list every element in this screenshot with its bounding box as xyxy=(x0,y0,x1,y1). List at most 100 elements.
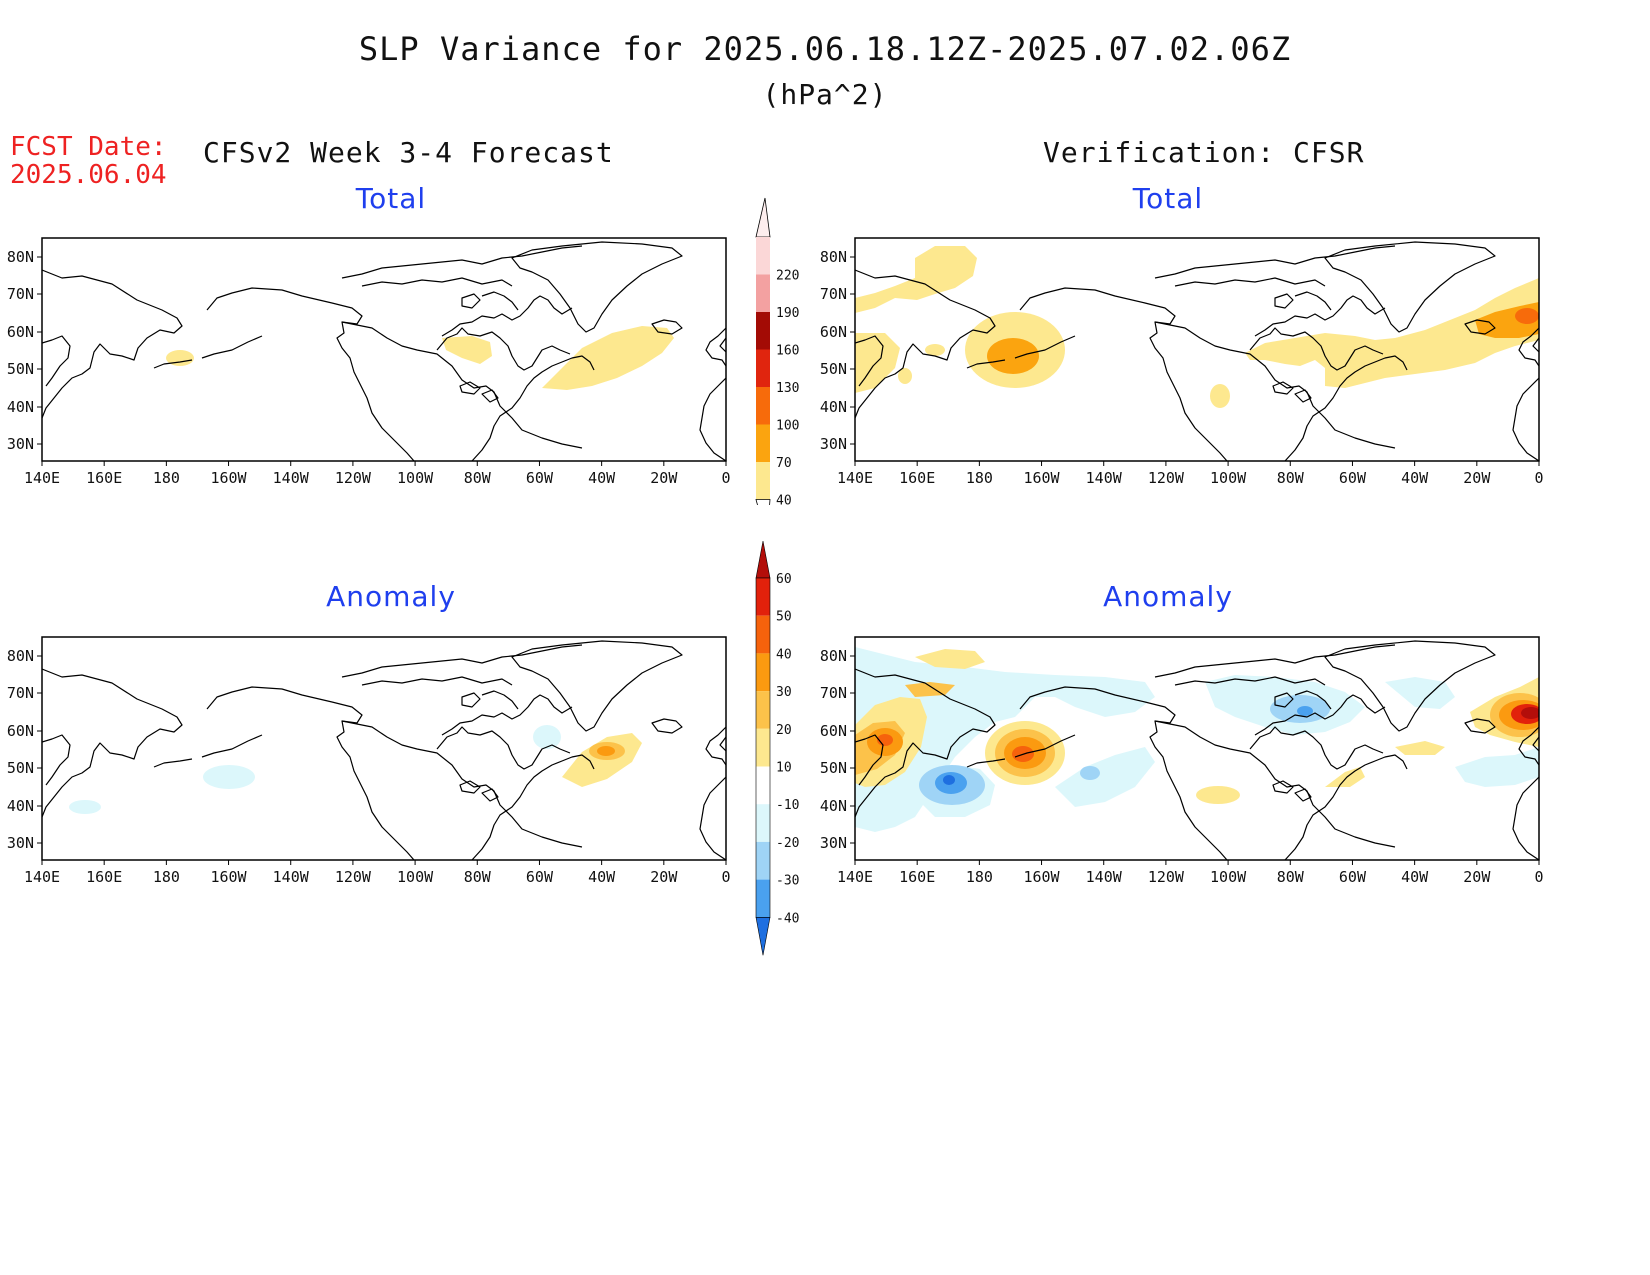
lat-tick-label: 50N xyxy=(6,360,34,378)
colorbar-bottom-arrow xyxy=(755,916,771,956)
colorbar-swatch xyxy=(756,237,770,275)
lat-tick-label: 50N xyxy=(819,360,847,378)
lon-tick-label: 140W xyxy=(272,868,309,886)
lon-tick-label: 160W xyxy=(210,469,247,487)
forecast-total-label: Total xyxy=(355,182,427,215)
lat-tick-label: 60N xyxy=(6,722,34,740)
lon-tick-label: 100W xyxy=(397,469,434,487)
lon-tick-label: 120W xyxy=(334,868,371,886)
lat-tick-label: 30N xyxy=(6,834,34,852)
colorbar-level-label: -30 xyxy=(776,874,799,889)
lon-tick-label: 160W xyxy=(1023,868,1060,886)
lon-tick-label: 20W xyxy=(650,868,678,886)
lon-tick-label: 20W xyxy=(1463,469,1491,487)
lon-tick-label: 0 xyxy=(721,469,731,487)
lon-tick-label: 180 xyxy=(152,469,180,487)
lat-tick-label: 40N xyxy=(819,398,847,416)
verification-total-frame xyxy=(854,237,1540,462)
lon-tick-label: 80W xyxy=(463,868,491,886)
lon-tick-label: 180 xyxy=(152,868,180,886)
colorbar-level-label: 220 xyxy=(776,269,799,284)
lon-tick-label: 140W xyxy=(1085,868,1122,886)
lat-tick-label: 80N xyxy=(819,647,847,665)
colorbar-swatch xyxy=(756,424,770,462)
lon-tick-label: 60W xyxy=(1338,868,1366,886)
lon-tick-label: 140E xyxy=(23,469,61,487)
lon-tick-label: 160W xyxy=(1023,469,1060,487)
forecast-anomaly-frame xyxy=(41,636,727,861)
lon-tick-label: 100W xyxy=(1210,469,1247,487)
fcst-date-value: 2025.06.04 xyxy=(10,160,167,190)
colorbar-level-label: 60 xyxy=(776,572,792,587)
lon-tick-label: 60W xyxy=(525,469,553,487)
colorbar-level-label: -20 xyxy=(776,836,799,851)
lat-tick-label: 80N xyxy=(6,248,34,266)
lon-tick-label: 0 xyxy=(1534,469,1544,487)
verification-anomaly-label: Anomaly xyxy=(1103,580,1233,613)
lon-tick-label: 20W xyxy=(650,469,678,487)
lon-tick-label: 100W xyxy=(397,868,434,886)
colorbar-swatch xyxy=(756,349,770,387)
colorbar-swatch xyxy=(756,615,770,654)
colorbar-level-label: 130 xyxy=(776,381,799,396)
colorbar-swatch xyxy=(756,653,770,692)
lat-tick-label: 70N xyxy=(819,285,847,303)
colorbar-swatch xyxy=(756,578,770,616)
lon-tick-label: 20W xyxy=(1463,868,1491,886)
colorbar-swatch xyxy=(756,312,770,350)
forecast-column-title: CFSv2 Week 3-4 Forecast xyxy=(203,136,614,169)
lat-tick-label: 30N xyxy=(819,834,847,852)
colorbar-level-label: 40 xyxy=(776,494,792,506)
colorbar-swatch xyxy=(756,274,770,312)
colorbar-level-label: 50 xyxy=(776,610,792,625)
lon-tick-label: 140W xyxy=(1085,469,1122,487)
lon-tick-label: 160E xyxy=(86,469,123,487)
lat-tick-label: 70N xyxy=(6,684,34,702)
verification-total-map xyxy=(855,241,1539,461)
colorbar-top-arrow xyxy=(755,540,771,579)
colorbar-top-arrow xyxy=(755,197,771,238)
lon-tick-label: 40W xyxy=(1401,868,1429,886)
colorbar-level-label: 40 xyxy=(776,647,792,662)
lon-tick-label: 0 xyxy=(721,868,731,886)
chart-title: SLP Variance for 2025.06.18.12Z-2025.07.… xyxy=(358,30,1292,68)
lat-tick-label: 30N xyxy=(6,435,34,453)
colorbar-level-label: -10 xyxy=(776,798,799,813)
lon-tick-label: 140E xyxy=(23,868,61,886)
colorbar-swatch xyxy=(756,728,770,767)
lat-tick-label: 60N xyxy=(819,323,847,341)
lon-tick-label: 140E xyxy=(836,868,874,886)
verification-total-label: Total xyxy=(1132,182,1204,215)
lat-tick-label: 40N xyxy=(6,797,34,815)
lat-tick-label: 50N xyxy=(6,759,34,777)
lat-tick-label: 80N xyxy=(6,647,34,665)
verification-anomaly-map xyxy=(855,640,1539,860)
colorbar-level-label: 20 xyxy=(776,723,792,738)
lon-tick-label: 40W xyxy=(588,469,616,487)
lon-tick-label: 100W xyxy=(1210,868,1247,886)
lon-tick-label: 80W xyxy=(463,469,491,487)
lon-tick-label: 60W xyxy=(525,868,553,886)
lon-tick-label: 160W xyxy=(210,868,247,886)
lon-tick-label: 120W xyxy=(1147,868,1184,886)
lon-tick-label: 60W xyxy=(1338,469,1366,487)
lat-tick-label: 40N xyxy=(6,398,34,416)
lat-tick-label: 50N xyxy=(819,759,847,777)
forecast-anomaly-label: Anomaly xyxy=(326,580,456,613)
anomaly-colorbar: 60 50 40 30 20 10 -10 -20 -30 -40 xyxy=(755,540,799,956)
colorbar-swatch xyxy=(756,879,770,918)
colorbar-level-label: 160 xyxy=(776,344,799,359)
lat-tick-label: 70N xyxy=(819,684,847,702)
lat-tick-label: 70N xyxy=(6,285,34,303)
colorbar-swatch xyxy=(756,841,770,880)
lon-tick-label: 40W xyxy=(588,868,616,886)
lat-tick-label: 60N xyxy=(819,722,847,740)
chart-units: (hPa^2) xyxy=(762,78,888,111)
colorbar-swatch xyxy=(756,462,770,500)
colorbar-swatch xyxy=(756,387,770,425)
lon-tick-label: 160E xyxy=(899,469,936,487)
lon-tick-label: 140E xyxy=(836,469,874,487)
colorbar-swatch xyxy=(756,766,770,805)
lon-tick-label: 120W xyxy=(334,469,371,487)
